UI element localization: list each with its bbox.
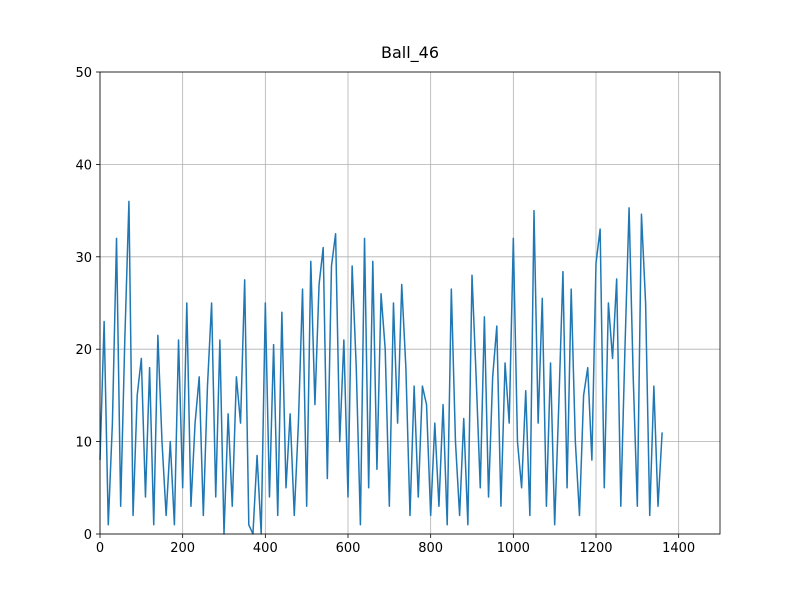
x-tick-label: 1000 [497, 541, 530, 556]
x-tick-label: 1200 [579, 541, 612, 556]
y-tick-label: 30 [75, 251, 92, 266]
plot-frame [99, 71, 721, 535]
y-tick-label: 50 [75, 66, 92, 81]
x-tick-label: 800 [418, 541, 443, 556]
x-tick-label: 600 [336, 541, 361, 556]
x-tick-label: 0 [96, 541, 104, 556]
x-tick-label: 400 [253, 541, 278, 556]
x-tick-label: 1400 [662, 541, 695, 556]
y-tick-label: 20 [75, 343, 92, 358]
chart-title: Ball_46 [381, 43, 439, 63]
x-tick-label: 200 [170, 541, 195, 556]
data-line [99, 200, 663, 535]
y-tick-label: 0 [84, 528, 92, 543]
y-tick-label: 10 [75, 436, 92, 451]
y-tick-label: 40 [75, 158, 92, 173]
